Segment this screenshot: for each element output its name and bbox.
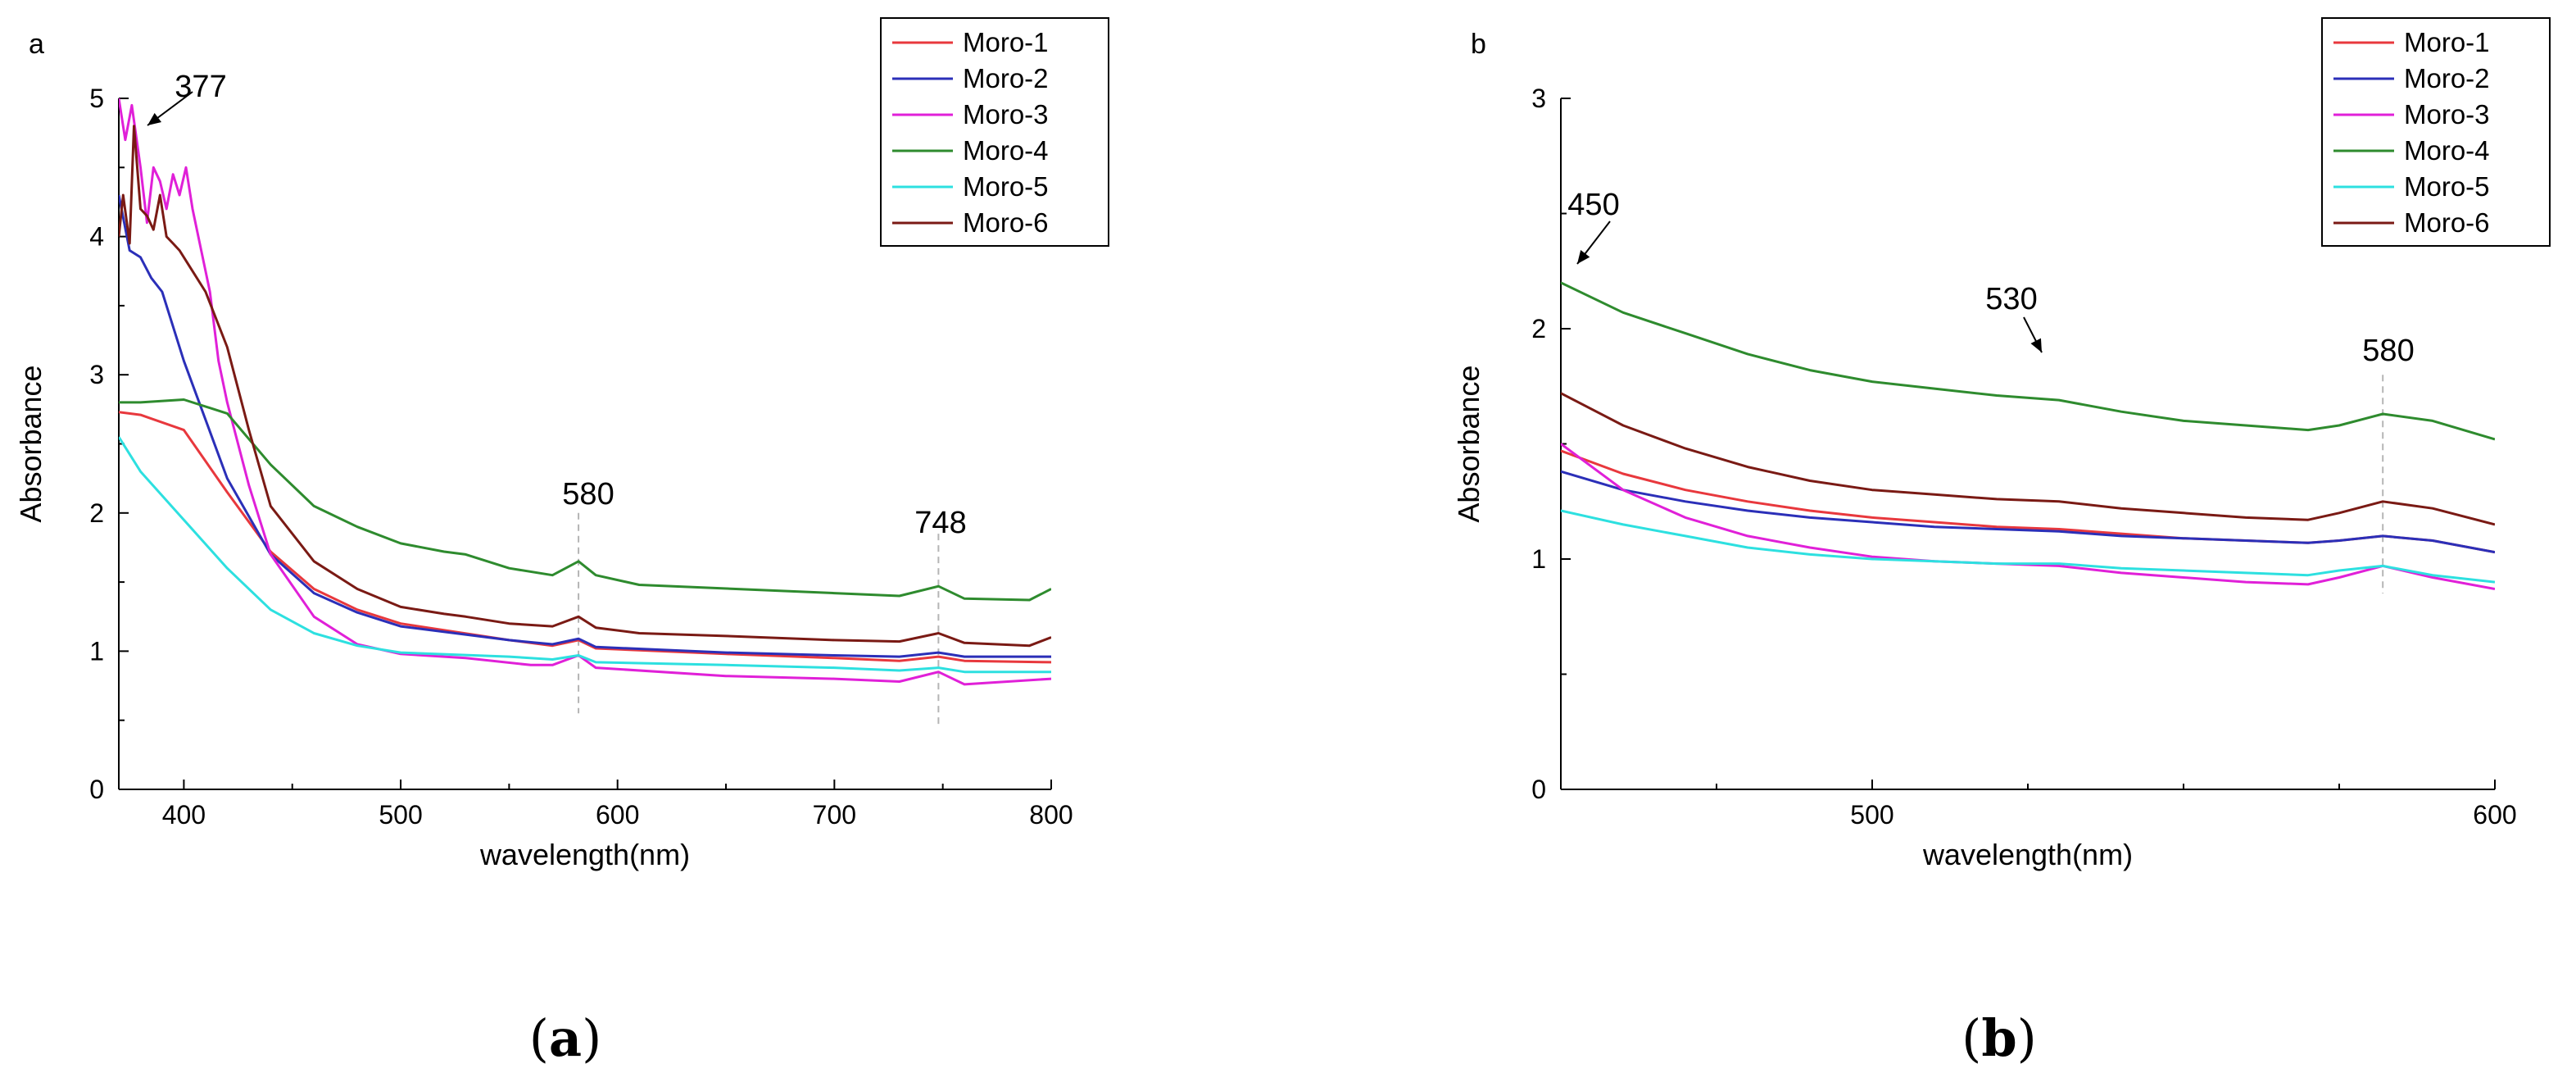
- annotation-label-580: 580: [2362, 334, 2414, 368]
- y-tick-label: 0: [89, 775, 104, 804]
- y-tick-label: 1: [1531, 544, 1546, 574]
- annotation-label-580: 580: [562, 477, 614, 511]
- annotation-arrow-head-450: [1577, 250, 1590, 264]
- legend-label-moro-3: Moro-3: [2404, 99, 2490, 130]
- caption-b: (b): [1961, 1008, 2037, 1068]
- legend-label-moro-3: Moro-3: [963, 99, 1049, 130]
- legend-label-moro-2: Moro-2: [963, 63, 1049, 93]
- caption-a-open: (: [528, 1008, 549, 1068]
- series-group: [1561, 281, 2495, 590]
- x-tick-label: 800: [1029, 800, 1073, 830]
- y-tick-label: 2: [89, 498, 104, 528]
- legend-label-moro-5: Moro-5: [2404, 171, 2490, 202]
- legend-label-moro-5: Moro-5: [963, 171, 1049, 202]
- legend-label-moro-4: Moro-4: [963, 135, 1049, 166]
- legend-label-moro-1: Moro-1: [963, 27, 1049, 57]
- caption-b-open: (: [1961, 1008, 1982, 1068]
- x-tick-label: 600: [596, 800, 639, 830]
- chart-panel-b: b 0 1 2 3 500 600 wavelength(nm) Absorbance 450 53…: [1452, 17, 2551, 871]
- x-tick-label: 500: [379, 800, 422, 830]
- y-axis-label: Absorbance: [1452, 365, 1485, 522]
- series-line-moro-6: [1561, 392, 2495, 526]
- y-tick-label: 4: [89, 222, 104, 252]
- series-line-moro-6: [119, 125, 1051, 648]
- annotation-label-530: 530: [1985, 282, 2037, 316]
- series-line-moro-4: [1561, 281, 2495, 441]
- series-line-moro-2: [1561, 470, 2495, 554]
- annotation-label-450: 450: [1567, 188, 1619, 222]
- x-axis-label: wavelength(nm): [479, 838, 690, 871]
- panel-letter-a: a: [29, 29, 44, 60]
- series-group: [119, 98, 1051, 686]
- series-line-moro-4: [119, 398, 1051, 602]
- series-line-moro-5: [119, 436, 1051, 674]
- legend-label-moro-1: Moro-1: [2404, 27, 2490, 57]
- caption-b-letter: b: [1981, 1008, 2017, 1068]
- y-tick-label: 5: [89, 84, 104, 113]
- y-axis-label: Absorbance: [14, 365, 48, 522]
- legend-box: [2321, 17, 2551, 247]
- y-tick-label: 3: [89, 360, 104, 389]
- y-tick-label: 1: [89, 636, 104, 666]
- y-tick-label: 3: [1531, 84, 1546, 113]
- legend-label-moro-6: Moro-6: [963, 207, 1049, 238]
- annotation-label-748: 748: [914, 506, 966, 540]
- caption-a-letter: a: [548, 1008, 583, 1068]
- series-line-moro-3: [119, 98, 1051, 686]
- series-line-moro-5: [1561, 509, 2495, 584]
- legend-label-moro-6: Moro-6: [2404, 207, 2490, 238]
- caption-a: (a): [529, 1008, 602, 1068]
- x-tick-label: 500: [1850, 800, 1893, 830]
- y-tick-label: 2: [1531, 314, 1546, 343]
- x-tick-label: 400: [162, 800, 206, 830]
- x-tick-label: 700: [813, 800, 856, 830]
- series-line-moro-3: [1561, 443, 2495, 590]
- series-line-moro-2: [119, 194, 1051, 658]
- annotation-arrow-head-530: [2030, 338, 2042, 352]
- panel-letter-b: b: [1471, 29, 1486, 60]
- y-tick-label: 0: [1531, 775, 1546, 804]
- legend-label-moro-2: Moro-2: [2404, 63, 2490, 93]
- caption-a-close: ): [582, 1008, 602, 1068]
- x-axis-label: wavelength(nm): [1922, 838, 2133, 871]
- x-tick-label: 600: [2473, 800, 2516, 830]
- annotation-arrow-head-377: [147, 112, 162, 125]
- legend-label-moro-4: Moro-4: [2404, 135, 2490, 166]
- caption-b-close: ): [2016, 1008, 2037, 1068]
- legend-box: [880, 17, 1109, 247]
- chart-panel-a: a 0 1 2 3 4 5 400 500 600 700 800 wavelength(nm) Abso…: [14, 17, 1109, 871]
